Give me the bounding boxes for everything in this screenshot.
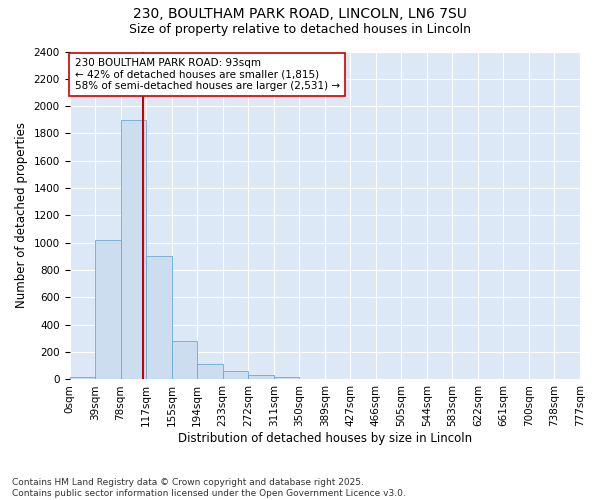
Bar <box>146 256 172 380</box>
Bar <box>248 376 274 380</box>
Text: Contains HM Land Registry data © Crown copyright and database right 2025.
Contai: Contains HM Land Registry data © Crown c… <box>12 478 406 498</box>
Bar <box>223 372 248 380</box>
Text: Size of property relative to detached houses in Lincoln: Size of property relative to detached ho… <box>129 22 471 36</box>
Y-axis label: Number of detached properties: Number of detached properties <box>15 122 28 308</box>
Bar <box>274 376 299 380</box>
Bar <box>70 376 95 380</box>
Text: 230, BOULTHAM PARK ROAD, LINCOLN, LN6 7SU: 230, BOULTHAM PARK ROAD, LINCOLN, LN6 7S… <box>133 8 467 22</box>
Bar <box>172 341 197 380</box>
Bar <box>197 364 223 380</box>
Bar <box>121 120 146 380</box>
Bar <box>299 379 325 380</box>
Text: 230 BOULTHAM PARK ROAD: 93sqm
← 42% of detached houses are smaller (1,815)
58% o: 230 BOULTHAM PARK ROAD: 93sqm ← 42% of d… <box>74 58 340 92</box>
X-axis label: Distribution of detached houses by size in Lincoln: Distribution of detached houses by size … <box>178 432 472 445</box>
Bar <box>95 240 121 380</box>
